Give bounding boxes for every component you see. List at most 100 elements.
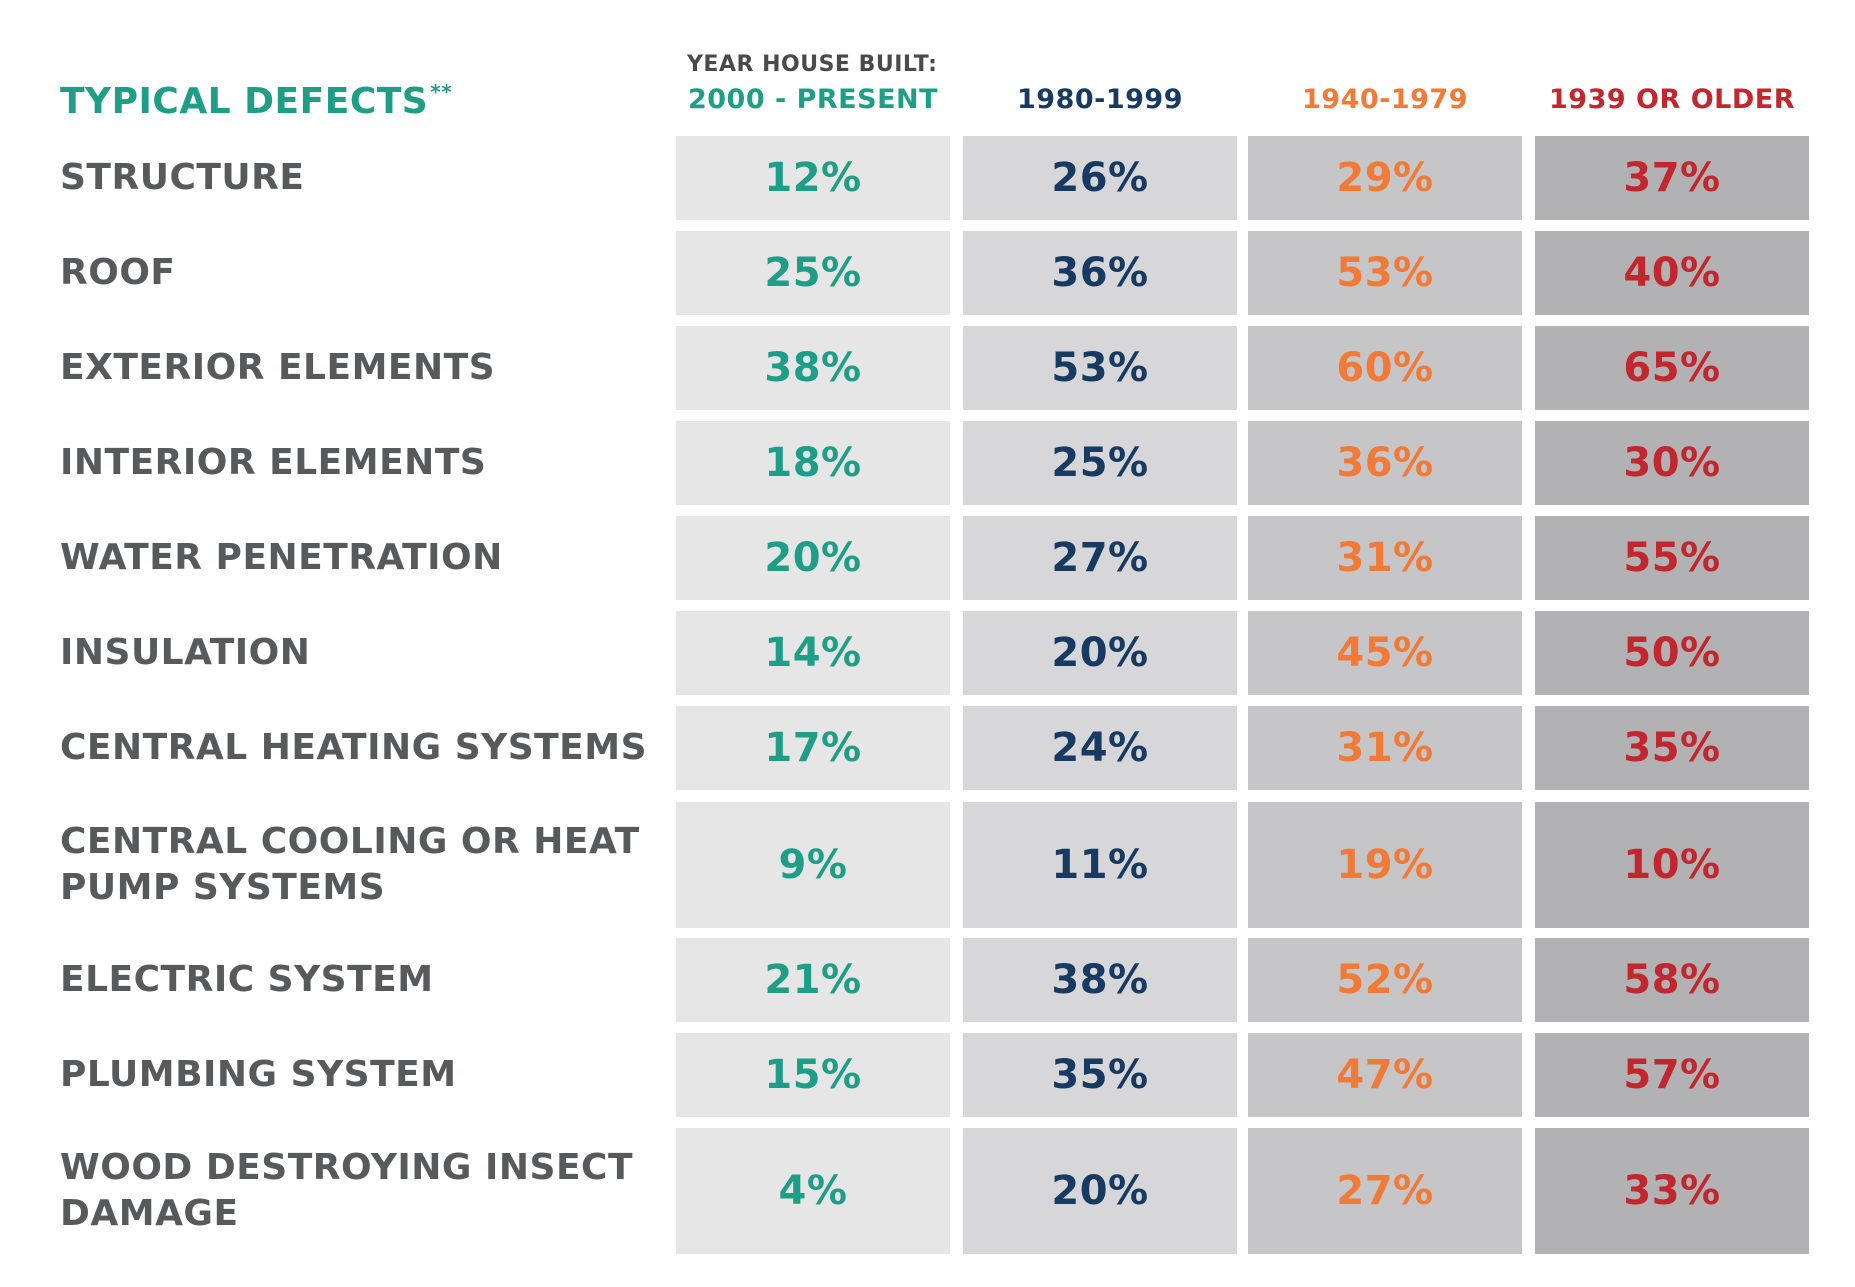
- value-cell: 29%: [1248, 136, 1522, 220]
- row-label-line: PLUMBING SYSTEM: [60, 1054, 457, 1095]
- value-cell: 26%: [963, 136, 1237, 220]
- value-label: 55%: [1623, 535, 1721, 581]
- value-label: 26%: [1051, 155, 1149, 201]
- defects-title-marker: **: [430, 80, 453, 104]
- value-cell: 31%: [1248, 706, 1522, 790]
- value-cell: 36%: [1248, 421, 1522, 505]
- value-label: 37%: [1623, 155, 1721, 201]
- value-cell: 52%: [1248, 938, 1522, 1022]
- value-cell: 4%: [676, 1128, 950, 1254]
- value-label: 11%: [1051, 842, 1149, 888]
- value-cell: 15%: [676, 1033, 950, 1117]
- col-1980-1999-header: 1980-1999: [1017, 84, 1183, 115]
- value-cell: 45%: [1248, 611, 1522, 695]
- value-cell: 38%: [963, 938, 1237, 1022]
- row-label: WATER PENETRATION: [60, 535, 503, 581]
- value-label: 17%: [764, 725, 862, 771]
- value-cell: 9%: [676, 802, 950, 928]
- value-cell: 53%: [963, 326, 1237, 410]
- value-label: 36%: [1336, 440, 1434, 486]
- value-cell: 53%: [1248, 231, 1522, 315]
- value-cell: 27%: [1248, 1128, 1522, 1254]
- value-label: 10%: [1623, 842, 1721, 888]
- row-label: CENTRAL HEATING SYSTEMS: [60, 725, 647, 771]
- value-label: 25%: [764, 250, 862, 296]
- value-cell: 20%: [676, 516, 950, 600]
- row-label-line: WOOD DESTROYING INSECT: [60, 1147, 634, 1188]
- value-cell: 55%: [1535, 516, 1809, 600]
- value-label: 14%: [764, 630, 862, 676]
- col-2000-present-header: 2000 - PRESENT: [687, 84, 939, 115]
- value-label: 18%: [764, 440, 862, 486]
- row-label: ELECTRIC SYSTEM: [60, 957, 434, 1003]
- value-cell: 20%: [963, 1128, 1237, 1254]
- row-label: INTERIOR ELEMENTS: [60, 440, 486, 486]
- value-label: 58%: [1623, 957, 1721, 1003]
- value-cell: 35%: [963, 1033, 1237, 1117]
- defects-title-text: TYPICAL DEFECTS: [60, 81, 429, 122]
- value-label: 20%: [1051, 630, 1149, 676]
- row-label-line: ROOF: [60, 252, 176, 293]
- year-built-label: YEAR HOUSE BUILT:: [687, 52, 938, 77]
- value-label: 12%: [764, 155, 862, 201]
- value-cell: 25%: [676, 231, 950, 315]
- value-label: 20%: [764, 535, 862, 581]
- row-label: CENTRAL COOLING OR HEAT PUMP SYSTEMS: [60, 819, 640, 911]
- value-label: 31%: [1336, 535, 1434, 581]
- value-cell: 12%: [676, 136, 950, 220]
- value-label: 19%: [1336, 842, 1434, 888]
- value-label: 53%: [1051, 345, 1149, 391]
- value-label: 65%: [1623, 345, 1721, 391]
- value-cell: 17%: [676, 706, 950, 790]
- value-cell: 60%: [1248, 326, 1522, 410]
- value-label: 4%: [778, 1168, 848, 1214]
- row-label-line: EXTERIOR ELEMENTS: [60, 347, 496, 388]
- row-label: WOOD DESTROYING INSECT DAMAGE: [60, 1145, 633, 1237]
- value-cell: 21%: [676, 938, 950, 1022]
- row-label-line: WATER PENETRATION: [60, 537, 503, 578]
- value-cell: 50%: [1535, 611, 1809, 695]
- value-label: 57%: [1623, 1052, 1721, 1098]
- value-label: 36%: [1051, 250, 1149, 296]
- value-label: 53%: [1336, 250, 1434, 296]
- row-label: STRUCTURE: [60, 155, 304, 201]
- value-cell: 11%: [963, 802, 1237, 928]
- value-cell: 37%: [1535, 136, 1809, 220]
- value-cell: 33%: [1535, 1128, 1809, 1254]
- row-label: EXTERIOR ELEMENTS: [60, 345, 495, 391]
- row-label: PLUMBING SYSTEM: [60, 1052, 457, 1098]
- value-cell: 40%: [1535, 231, 1809, 315]
- value-label: 47%: [1336, 1052, 1434, 1098]
- value-label: 9%: [778, 842, 848, 888]
- value-cell: 38%: [676, 326, 950, 410]
- value-cell: 19%: [1248, 802, 1522, 928]
- value-label: 24%: [1051, 725, 1149, 771]
- row-label: INSULATION: [60, 630, 310, 676]
- value-cell: 58%: [1535, 938, 1809, 1022]
- value-label: 35%: [1051, 1052, 1149, 1098]
- row-label-line: INSULATION: [60, 632, 311, 673]
- row-label-line: DAMAGE: [60, 1193, 239, 1234]
- value-label: 15%: [764, 1052, 862, 1098]
- value-label: 50%: [1623, 630, 1721, 676]
- value-label: 33%: [1623, 1168, 1721, 1214]
- value-cell: 14%: [676, 611, 950, 695]
- value-cell: 20%: [963, 611, 1237, 695]
- value-label: 35%: [1623, 725, 1721, 771]
- value-label: 29%: [1336, 155, 1434, 201]
- row-label-line: CENTRAL HEATING SYSTEMS: [60, 727, 648, 768]
- value-cell: 30%: [1535, 421, 1809, 505]
- col-1939-older-header: 1939 OR OLDER: [1549, 84, 1795, 115]
- row-label-line: INTERIOR ELEMENTS: [60, 442, 487, 483]
- defects-title: TYPICAL DEFECTS **: [60, 80, 452, 122]
- value-cell: 27%: [963, 516, 1237, 600]
- value-label: 30%: [1623, 440, 1721, 486]
- col-1940-1979-header: 1940-1979: [1302, 84, 1468, 115]
- value-cell: 10%: [1535, 802, 1809, 928]
- value-cell: 36%: [963, 231, 1237, 315]
- value-cell: 31%: [1248, 516, 1522, 600]
- row-label: ROOF: [60, 250, 176, 296]
- value-label: 38%: [1051, 957, 1149, 1003]
- value-cell: 24%: [963, 706, 1237, 790]
- value-label: 31%: [1336, 725, 1434, 771]
